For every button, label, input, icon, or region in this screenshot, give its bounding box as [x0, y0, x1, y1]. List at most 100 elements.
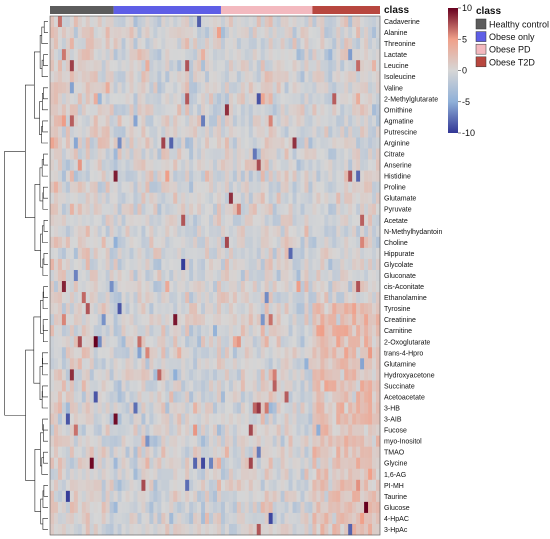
- heatmap-cell: [81, 501, 87, 514]
- heatmap-cell: [177, 258, 182, 271]
- heatmap-cell: [284, 358, 289, 370]
- heatmap-cell: [153, 424, 158, 436]
- heatmap-cell: [145, 402, 150, 414]
- heatmap-cell: [332, 468, 337, 481]
- row-label: Putrescine: [384, 129, 417, 136]
- heatmap-cell: [332, 501, 337, 514]
- heatmap-cell: [324, 214, 329, 227]
- heatmap-cell: [93, 159, 99, 171]
- heatmap-cell: [153, 468, 158, 481]
- heatmap-cell: [125, 203, 130, 216]
- heatmap-cell: [224, 82, 230, 94]
- heatmap-cell: [348, 292, 353, 304]
- heatmap-cell: [213, 137, 218, 149]
- heatmap-cell: [97, 170, 102, 182]
- heatmap-cell: [197, 115, 202, 127]
- heatmap-cell: [197, 380, 202, 392]
- heatmap-cell: [336, 170, 341, 182]
- heatmap-cell: [348, 380, 353, 392]
- heatmap-cell: [173, 104, 178, 116]
- heatmap-cell: [296, 303, 301, 315]
- heatmap-cell: [288, 358, 293, 370]
- heatmap-cell: [228, 314, 234, 326]
- heatmap-cell: [145, 446, 150, 458]
- heatmap-cell: [121, 281, 126, 293]
- heatmap-cell: [224, 38, 230, 50]
- heatmap-cell: [149, 523, 154, 536]
- heatmap-cell: [125, 170, 130, 182]
- heatmap-cell: [368, 159, 373, 171]
- heatmap-cell: [300, 281, 305, 293]
- heatmap-cell: [153, 159, 158, 171]
- heatmap-cell: [264, 71, 269, 83]
- heatmap-cell: [372, 292, 377, 304]
- heatmap-cell: [236, 71, 242, 83]
- heatmap-cell: [85, 523, 91, 536]
- heatmap-cell: [157, 281, 162, 293]
- heatmap-cell: [264, 181, 269, 193]
- heatmap-cell: [189, 523, 194, 536]
- dendrogram-branch: [25, 84, 35, 218]
- heatmap-cell: [189, 93, 194, 105]
- heatmap-cell: [73, 479, 79, 492]
- heatmap-cell: [69, 38, 75, 50]
- heatmap-cell: [149, 468, 154, 481]
- heatmap-cell: [224, 60, 230, 72]
- heatmap-cell: [57, 170, 63, 182]
- heatmap-cell: [292, 269, 297, 282]
- heatmap-cell: [153, 402, 158, 414]
- heatmap-cell: [344, 314, 349, 326]
- heatmap-cell: [73, 38, 79, 50]
- heatmap-cell: [232, 71, 238, 83]
- heatmap-cell: [145, 49, 150, 61]
- heatmap-cell: [69, 170, 75, 182]
- heatmap-cell: [201, 435, 206, 447]
- heatmap-cell: [65, 292, 71, 304]
- heatmap-cell: [149, 236, 154, 249]
- heatmap-cell: [296, 292, 301, 304]
- heatmap-cell: [141, 49, 146, 61]
- heatmap-cell: [340, 325, 345, 337]
- heatmap-cell: [57, 479, 63, 492]
- heatmap-cell: [97, 49, 102, 61]
- heatmap-cell: [61, 501, 67, 514]
- heatmap-cell: [181, 413, 186, 425]
- heatmap-cell: [153, 446, 158, 458]
- heatmap-cell: [65, 347, 71, 359]
- heatmap-cell: [304, 380, 309, 392]
- heatmap-cell: [117, 269, 122, 282]
- heatmap-cell: [232, 435, 238, 447]
- heatmap-cell: [189, 479, 194, 492]
- heatmap-cell: [57, 391, 63, 403]
- heatmap-cell: [73, 137, 79, 149]
- heatmap-cell: [332, 115, 337, 127]
- heatmap-cell: [161, 258, 166, 271]
- heatmap-cell: [181, 214, 186, 227]
- heatmap-cell: [300, 203, 305, 216]
- heatmap-cell: [332, 314, 337, 326]
- heatmap-cell: [284, 93, 289, 105]
- heatmap-cell: [193, 325, 198, 337]
- heatmap-cell: [57, 192, 63, 205]
- heatmap-cell: [197, 468, 202, 481]
- heatmap-cell: [272, 269, 277, 282]
- heatmap-cell: [264, 27, 269, 39]
- dendrogram-branch: [39, 35, 43, 69]
- heatmap-cell: [228, 468, 234, 481]
- heatmap-cell: [300, 93, 305, 105]
- heatmap-cell: [300, 27, 305, 39]
- heatmap-cell: [220, 281, 226, 293]
- heatmap-cell: [264, 424, 269, 436]
- heatmap-cell: [316, 214, 321, 227]
- heatmap-cell: [320, 115, 325, 127]
- heatmap-cell: [137, 38, 142, 50]
- heatmap-cell: [137, 49, 142, 61]
- heatmap-cell: [73, 380, 79, 392]
- heatmap-cell: [320, 314, 325, 326]
- heatmap-cell: [352, 126, 357, 138]
- heatmap-cell: [236, 523, 242, 536]
- heatmap-cell: [141, 115, 146, 127]
- heatmap-cell: [368, 523, 373, 536]
- heatmap-cell: [312, 104, 317, 116]
- heatmap-cell: [177, 380, 182, 392]
